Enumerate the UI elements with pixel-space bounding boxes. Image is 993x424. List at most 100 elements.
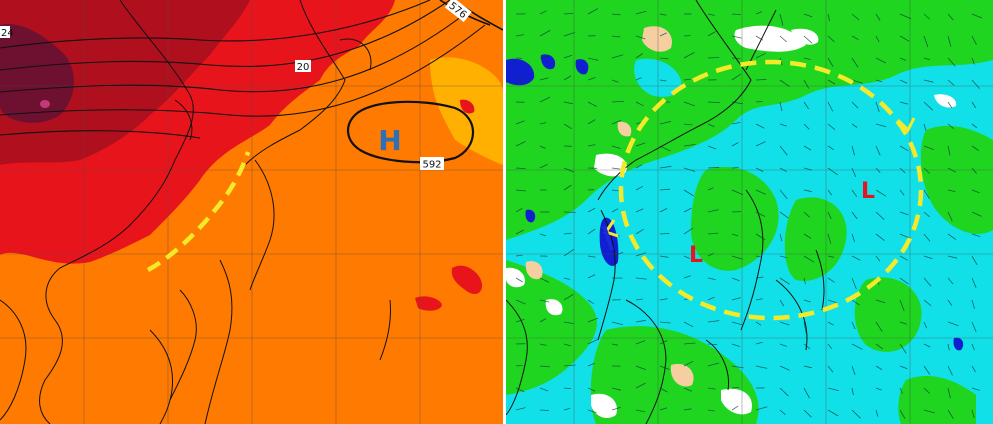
wind-vector <box>755 167 764 172</box>
wind-vector <box>971 409 975 418</box>
wind-vector <box>731 321 743 326</box>
wind-vector <box>563 232 572 235</box>
wind-vector <box>971 13 983 19</box>
wind-vector <box>827 343 833 350</box>
maroon-core-region <box>0 24 75 123</box>
wind-vector <box>611 13 621 16</box>
wind-vector <box>563 13 574 15</box>
wind-vector <box>851 409 861 419</box>
wind-vector <box>947 277 954 285</box>
wind-vector <box>827 57 834 68</box>
wind-vector <box>803 299 811 303</box>
wind-vector <box>731 233 739 237</box>
wind-vector <box>947 57 956 67</box>
green-region <box>920 125 993 234</box>
wind-vector <box>875 321 883 332</box>
wind-vector <box>539 10 547 15</box>
wind-vector <box>707 13 715 16</box>
wind-vector <box>611 101 624 103</box>
wind-vector <box>563 167 574 173</box>
wind-vector <box>611 343 618 346</box>
wind-vector <box>635 77 642 81</box>
wind-vector <box>563 294 574 301</box>
wind-vector <box>947 387 951 399</box>
wind-vector <box>923 343 931 348</box>
wind-vector <box>683 227 694 235</box>
wind-vector <box>971 387 980 391</box>
wind-vector <box>899 277 909 285</box>
wind-vector <box>683 360 694 367</box>
wind-vector <box>947 189 956 192</box>
wind-vector <box>779 299 785 307</box>
wind-vector <box>827 233 832 244</box>
svg-text:20: 20 <box>297 62 310 73</box>
wind-vector <box>755 123 765 129</box>
contour-label-24: 24 <box>0 26 14 39</box>
wind-vector <box>923 409 936 414</box>
wind-vector <box>707 166 720 169</box>
wind-vector <box>923 365 931 375</box>
wind-vector <box>707 343 718 345</box>
wind-vector <box>539 77 549 81</box>
svg-text:592: 592 <box>422 160 441 171</box>
wind-vector <box>971 321 977 333</box>
red-patch <box>451 265 483 295</box>
wind-vector <box>875 145 881 156</box>
wind-vector <box>707 187 714 191</box>
wind-vector <box>755 255 762 258</box>
wind-vector <box>803 35 813 44</box>
wind-vector <box>707 387 716 390</box>
wind-vector <box>875 101 880 112</box>
wind-vector <box>779 35 787 43</box>
wind-vector <box>923 387 930 394</box>
wind-vector <box>851 35 859 41</box>
wind-vector <box>923 13 930 20</box>
wind-vector <box>539 122 547 125</box>
tan-patch <box>670 363 694 387</box>
wind-vector <box>971 299 975 309</box>
wind-vector <box>683 207 692 213</box>
wind-vector <box>851 299 860 306</box>
blue-patch <box>540 54 556 70</box>
wind-vector <box>587 119 596 125</box>
wind-vector <box>563 101 573 105</box>
wind-vector <box>899 299 905 312</box>
wind-vector <box>539 30 551 37</box>
wind-vector <box>659 407 668 411</box>
wind-vector <box>755 141 766 147</box>
wind-vector <box>755 365 768 369</box>
wind-vector <box>851 189 858 197</box>
wind-vector <box>779 167 787 172</box>
wind-vector <box>851 167 857 178</box>
green-region <box>854 277 922 352</box>
wind-vector <box>875 13 881 21</box>
wind-vector <box>803 233 812 239</box>
wind-vector <box>539 55 549 59</box>
wind-vector <box>659 321 671 324</box>
blue-patch <box>953 337 964 351</box>
wind-vector <box>563 364 576 367</box>
wind-vector <box>755 341 763 345</box>
wind-vector <box>731 167 739 169</box>
wind-vector <box>875 79 883 83</box>
wind-vector <box>635 185 644 191</box>
wind-vector <box>755 79 767 81</box>
white-patch <box>934 94 957 108</box>
wind-vector <box>779 101 783 112</box>
wind-vector <box>803 79 810 89</box>
wind-vector <box>539 409 549 411</box>
wind-vector <box>875 409 879 417</box>
high-pressure-marker: H <box>378 124 401 157</box>
wind-vector <box>803 123 810 130</box>
wind-vector <box>851 79 863 84</box>
wind-vector <box>587 339 599 345</box>
wind-vector <box>827 79 836 85</box>
wind-vector <box>827 211 832 219</box>
wind-vector <box>947 255 958 259</box>
wind-vector <box>779 321 790 326</box>
wind-vector <box>539 365 550 368</box>
wind-vector <box>731 73 742 81</box>
wind-vector <box>683 321 694 328</box>
wind-vector <box>731 255 743 260</box>
wind-vector <box>851 123 858 128</box>
